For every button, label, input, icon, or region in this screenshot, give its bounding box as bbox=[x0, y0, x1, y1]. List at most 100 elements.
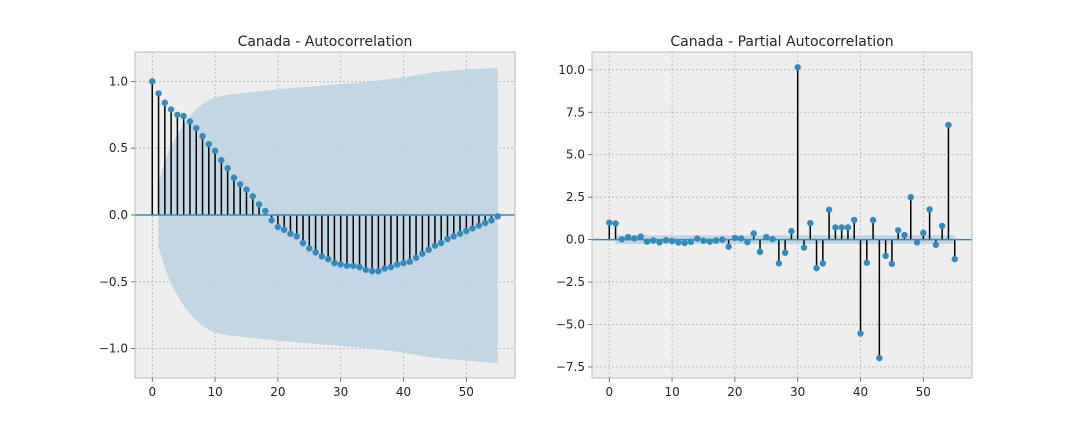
point-lag-11 bbox=[218, 157, 225, 164]
point-lag-29 bbox=[788, 227, 795, 235]
point-lag-48 bbox=[450, 233, 457, 240]
point-lag-39 bbox=[394, 261, 401, 268]
point-lag-43 bbox=[876, 354, 883, 362]
point-lag-0 bbox=[149, 78, 156, 85]
y-tick-label: 0.0 bbox=[566, 233, 585, 247]
point-lag-49 bbox=[913, 239, 921, 246]
x-tick-label: 50 bbox=[916, 385, 931, 399]
point-lag-15 bbox=[700, 237, 707, 244]
point-lag-38 bbox=[387, 263, 395, 271]
point-lag-26 bbox=[312, 249, 319, 256]
point-lag-8 bbox=[656, 239, 663, 246]
point-lag-31 bbox=[343, 262, 351, 269]
point-lag-31 bbox=[800, 244, 808, 251]
chart-panel-2: 0 10 20 30 40 50 −7.5 −5.0 −2.5 0.0 2.5 5.0 7.5 10.0 C… bbox=[556, 34, 973, 399]
point-lag-55 bbox=[494, 213, 501, 220]
point-lag-22 bbox=[287, 230, 294, 237]
point-lag-43 bbox=[419, 250, 426, 257]
x-tick-label: 30 bbox=[790, 385, 805, 399]
x-tick-label: 0 bbox=[605, 385, 613, 399]
point-lag-41 bbox=[863, 259, 870, 266]
point-lag-44 bbox=[425, 246, 432, 253]
point-lag-45 bbox=[431, 242, 439, 249]
point-lag-32 bbox=[350, 262, 357, 269]
point-lag-30 bbox=[794, 64, 801, 71]
point-lag-6 bbox=[186, 118, 194, 125]
point-lag-19 bbox=[725, 243, 732, 250]
point-lag-4 bbox=[174, 111, 181, 118]
point-lag-45 bbox=[888, 260, 896, 267]
x-tick-label: 20 bbox=[270, 385, 285, 399]
point-lag-8 bbox=[199, 132, 206, 140]
point-lag-53 bbox=[938, 222, 946, 230]
point-lag-42 bbox=[412, 254, 420, 261]
y-tick-label: −7.5 bbox=[556, 360, 585, 374]
point-lag-46 bbox=[894, 227, 902, 234]
point-lag-15 bbox=[243, 186, 250, 193]
point-lag-10 bbox=[668, 237, 676, 245]
point-lag-16 bbox=[706, 238, 713, 245]
point-lag-11 bbox=[675, 239, 682, 246]
point-lag-18 bbox=[719, 236, 726, 243]
point-lag-33 bbox=[813, 264, 820, 272]
point-lag-9 bbox=[662, 237, 670, 244]
point-lag-6 bbox=[643, 238, 651, 245]
y-tick-label: 0.5 bbox=[109, 141, 128, 155]
y-tick-label: 0.0 bbox=[109, 208, 128, 222]
point-lag-5 bbox=[180, 112, 187, 120]
point-lag-16 bbox=[249, 193, 256, 200]
point-lag-19 bbox=[268, 217, 275, 224]
point-lag-20 bbox=[731, 234, 739, 242]
point-lag-50 bbox=[920, 229, 927, 237]
x-tick-label: 10 bbox=[664, 385, 679, 399]
point-lag-26 bbox=[769, 235, 776, 243]
point-lag-0 bbox=[606, 219, 613, 226]
point-lag-7 bbox=[193, 124, 200, 132]
point-lag-21 bbox=[280, 226, 288, 233]
point-lag-36 bbox=[832, 224, 839, 231]
point-lag-37 bbox=[381, 265, 388, 272]
point-lag-10 bbox=[211, 147, 219, 155]
y-tick-label: 7.5 bbox=[566, 105, 585, 119]
point-lag-54 bbox=[945, 121, 952, 129]
point-lag-48 bbox=[907, 193, 914, 201]
point-lag-39 bbox=[851, 216, 858, 224]
point-lag-2 bbox=[161, 99, 169, 106]
point-lag-29 bbox=[331, 259, 338, 267]
y-tick-label: 2.5 bbox=[566, 190, 585, 204]
chart-title: Canada - Autocorrelation bbox=[238, 34, 413, 50]
x-tick-label: 0 bbox=[148, 385, 156, 399]
x-tick-label: 20 bbox=[727, 385, 742, 399]
point-lag-22 bbox=[744, 238, 751, 246]
point-lag-1 bbox=[612, 220, 619, 227]
point-lag-40 bbox=[857, 330, 864, 337]
point-lag-40 bbox=[400, 259, 407, 267]
point-lag-25 bbox=[763, 233, 770, 241]
point-lag-17 bbox=[712, 237, 720, 244]
y-tick-label: 10.0 bbox=[558, 63, 585, 77]
point-lag-2 bbox=[618, 236, 626, 243]
y-tick-label: −0.5 bbox=[99, 275, 128, 289]
point-lag-35 bbox=[368, 267, 376, 275]
point-lag-50 bbox=[463, 227, 470, 235]
point-lag-12 bbox=[224, 165, 231, 172]
x-tick-label: 50 bbox=[459, 385, 474, 399]
point-lag-5 bbox=[637, 233, 644, 240]
chart-panel-1: 0 10 20 30 40 50 −1.0 −0.5 0.0 0.5 1.0 Canada - Aut… bbox=[99, 34, 516, 399]
point-lag-34 bbox=[819, 260, 827, 267]
point-lag-44 bbox=[882, 252, 889, 260]
plot-area bbox=[592, 52, 972, 378]
point-lag-9 bbox=[205, 140, 213, 148]
point-lag-34 bbox=[362, 266, 370, 273]
point-lag-23 bbox=[750, 230, 757, 237]
x-tick-label: 40 bbox=[396, 385, 411, 399]
point-lag-3 bbox=[167, 106, 175, 113]
y-tick-label: −2.5 bbox=[556, 275, 585, 289]
point-lag-14 bbox=[694, 235, 701, 242]
point-lag-54 bbox=[488, 217, 495, 224]
point-lag-23 bbox=[293, 233, 300, 240]
point-lag-36 bbox=[375, 267, 382, 275]
point-lag-47 bbox=[444, 235, 451, 243]
point-lag-52 bbox=[932, 241, 940, 248]
